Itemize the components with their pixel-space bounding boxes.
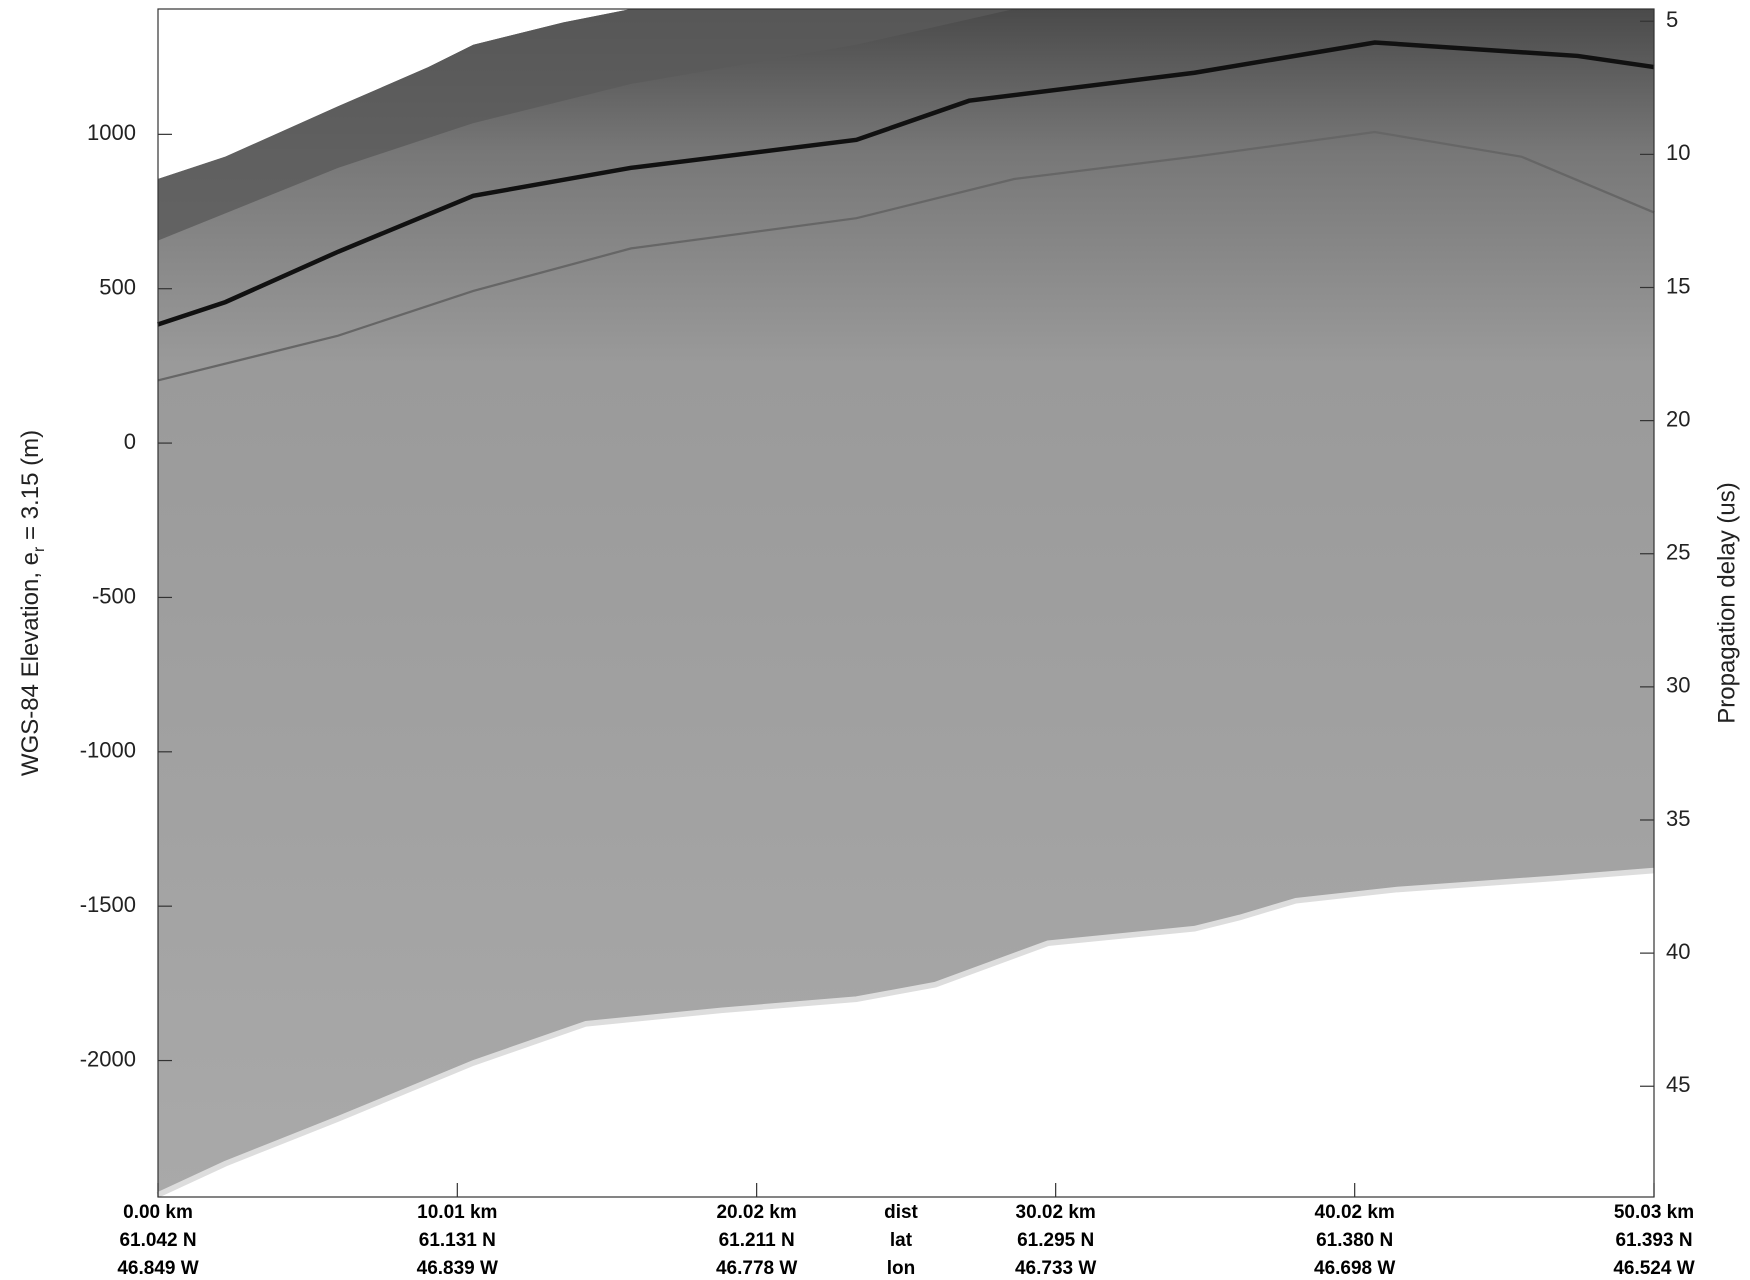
x-tick-label: 10.01 km: [417, 1202, 497, 1223]
y-tick-label: 500: [99, 275, 136, 300]
lat-label: 61.295 N: [1017, 1230, 1094, 1251]
y-label-part: = 3.15 (m): [17, 430, 44, 547]
y2-tick-label: 20: [1666, 406, 1690, 431]
y-tick-label: 0: [124, 429, 136, 454]
lon-label: 46.849 W: [117, 1258, 198, 1279]
x-tick-label: 30.02 km: [1016, 1202, 1096, 1223]
echogram-image: [156, 8, 1655, 1198]
y-tick-label: -1500: [80, 892, 136, 917]
y2-tick-label: 5: [1666, 7, 1678, 32]
y-tick-label: -500: [92, 583, 136, 608]
y2-tick-label: 30: [1666, 673, 1690, 698]
lat-label: 61.393 N: [1615, 1230, 1692, 1251]
y-label-subscript: r: [31, 546, 48, 552]
y-tick-label: 1000: [87, 120, 136, 145]
lat-label: 61.131 N: [419, 1230, 496, 1251]
y-tick-label: -2000: [80, 1046, 136, 1071]
lon-label: 46.524 W: [1613, 1258, 1694, 1279]
y2-tick-label: 15: [1666, 273, 1690, 298]
x-tick-label: 50.03 km: [1614, 1202, 1694, 1223]
lon-label: 46.778 W: [716, 1258, 797, 1279]
y2-tick-label: 45: [1666, 1072, 1690, 1097]
x-tick-label: 0.00 km: [123, 1202, 193, 1223]
lat-label: 61.042 N: [119, 1230, 196, 1251]
lat-label: 61.380 N: [1316, 1230, 1393, 1251]
y-tick-label: -1000: [80, 738, 136, 763]
y2-tick-label: 35: [1666, 806, 1690, 831]
lon-label: 46.698 W: [1314, 1258, 1395, 1279]
x-tick-label: 40.02 km: [1315, 1202, 1395, 1223]
x-tick-label: 20.02 km: [716, 1202, 796, 1223]
y-axis-label: WGS-84 Elevation, er = 3.15 (m): [17, 430, 48, 776]
row-label: lat: [890, 1230, 913, 1251]
y2-tick-label: 10: [1666, 140, 1690, 165]
row-label: dist: [884, 1202, 918, 1223]
y2-tick-label: 25: [1666, 540, 1690, 565]
plot-frame: [157, 8, 1655, 1198]
row-label: lon: [887, 1258, 916, 1279]
y2-tick-label: 40: [1666, 939, 1690, 964]
lon-label: 46.733 W: [1015, 1258, 1096, 1279]
lat-label: 61.211 N: [719, 1230, 795, 1251]
y-label-part: WGS-84 Elevation, e: [17, 552, 44, 776]
lon-label: 46.839 W: [417, 1258, 498, 1279]
y2-axis-label: Propagation delay (us): [1713, 482, 1740, 723]
